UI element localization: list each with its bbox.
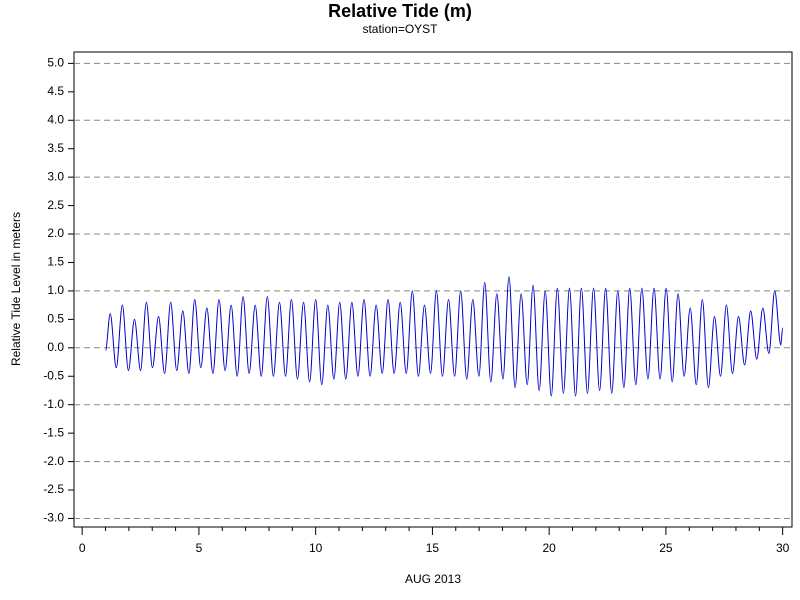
x-tick-label: 0 (79, 541, 86, 555)
y-tick-label: 4.0 (47, 112, 64, 126)
chart-subtitle: station=OYST (362, 22, 438, 36)
y-tick-label: 0.0 (47, 340, 64, 354)
x-tick-label: 25 (659, 541, 673, 555)
y-axis-label: Relative Tide Level in meters (9, 212, 23, 366)
tide-line (105, 276, 784, 397)
y-tick-label: 1.0 (47, 283, 64, 297)
y-tick-label: -0.5 (43, 368, 64, 382)
y-tick-label: 2.0 (47, 226, 64, 240)
y-tick-label: 4.5 (47, 84, 64, 98)
chart-title: Relative Tide (m) (328, 1, 472, 21)
y-tick-label: -3.0 (43, 511, 64, 525)
y-tick-label: 0.5 (47, 312, 64, 326)
x-tick-label: 10 (309, 541, 323, 555)
y-tick-label: 5.0 (47, 56, 64, 70)
x-tick-label: 30 (776, 541, 790, 555)
x-tick-label: 20 (542, 541, 556, 555)
y-tick-label: 2.5 (47, 198, 64, 212)
y-tick-label: 1.5 (47, 255, 64, 269)
y-tick-label: -2.0 (43, 454, 64, 468)
plot-frame (73, 51, 793, 528)
y-tick-label: 3.0 (47, 169, 64, 183)
y-tick-label: -1.5 (43, 425, 64, 439)
y-tick-label: -2.5 (43, 482, 64, 496)
y-tick-label: 3.5 (47, 141, 64, 155)
x-tick-label: 15 (426, 541, 440, 555)
x-tick-label: 5 (196, 541, 203, 555)
x-axis-label: AUG 2013 (405, 572, 461, 586)
y-tick-label: -1.0 (43, 397, 64, 411)
